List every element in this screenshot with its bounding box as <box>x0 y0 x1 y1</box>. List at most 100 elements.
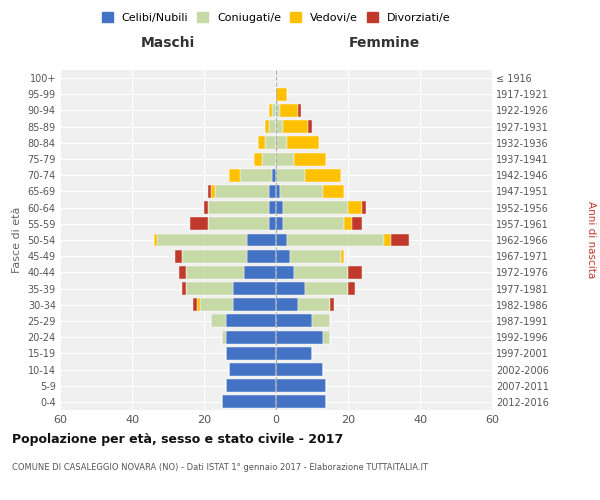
Bar <box>204 201 208 214</box>
Bar <box>215 185 269 198</box>
Bar <box>362 201 366 214</box>
Bar <box>384 234 391 246</box>
Bar <box>298 298 330 311</box>
Bar <box>197 298 200 311</box>
Bar <box>182 250 247 262</box>
Bar <box>276 347 312 360</box>
Bar <box>280 104 298 117</box>
Bar <box>269 201 276 214</box>
Bar <box>182 282 186 295</box>
Bar <box>276 152 294 166</box>
Bar <box>391 234 409 246</box>
Bar <box>330 298 334 311</box>
Bar <box>226 330 276 344</box>
Bar <box>179 266 186 279</box>
Bar <box>294 266 348 279</box>
Bar <box>154 234 157 246</box>
Bar <box>186 266 244 279</box>
Text: Popolazione per età, sesso e stato civile - 2017: Popolazione per età, sesso e stato civil… <box>12 432 343 446</box>
Bar <box>341 250 344 262</box>
Bar <box>247 250 276 262</box>
Bar <box>276 88 287 101</box>
Bar <box>276 314 312 328</box>
Text: COMUNE DI CASALEGGIO NOVARA (NO) - Dati ISTAT 1° gennaio 2017 - Elaborazione TUT: COMUNE DI CASALEGGIO NOVARA (NO) - Dati … <box>12 463 428 472</box>
Bar <box>280 185 323 198</box>
Bar <box>258 136 265 149</box>
Bar <box>287 234 384 246</box>
Bar <box>229 363 276 376</box>
Text: Maschi: Maschi <box>141 36 195 50</box>
Bar <box>208 218 269 230</box>
Bar <box>276 298 298 311</box>
Bar <box>157 234 247 246</box>
Bar <box>222 330 226 344</box>
Bar <box>276 234 287 246</box>
Bar <box>344 218 352 230</box>
Bar <box>290 250 341 262</box>
Text: Femmine: Femmine <box>349 36 419 50</box>
Bar <box>233 298 276 311</box>
Bar <box>308 120 312 133</box>
Bar <box>276 136 287 149</box>
Bar <box>312 314 330 328</box>
Bar <box>265 136 276 149</box>
Bar <box>276 218 283 230</box>
Bar <box>254 152 262 166</box>
Bar <box>298 104 301 117</box>
Bar <box>276 282 305 295</box>
Bar <box>287 136 319 149</box>
Bar <box>244 266 276 279</box>
Bar <box>276 185 280 198</box>
Bar <box>229 169 240 181</box>
Bar <box>305 169 341 181</box>
Bar <box>276 379 326 392</box>
Text: Anni di nascita: Anni di nascita <box>586 202 596 278</box>
Bar <box>208 201 269 214</box>
Bar <box>276 201 283 214</box>
Bar <box>348 266 362 279</box>
Bar <box>305 282 348 295</box>
Legend: Celibi/Nubili, Coniugati/e, Vedovi/e, Divorziati/e: Celibi/Nubili, Coniugati/e, Vedovi/e, Di… <box>97 8 455 28</box>
Bar <box>240 169 272 181</box>
Bar <box>283 218 344 230</box>
Bar <box>200 298 233 311</box>
Bar <box>348 282 355 295</box>
Bar <box>272 104 276 117</box>
Y-axis label: Fasce di età: Fasce di età <box>12 207 22 273</box>
Bar <box>247 234 276 246</box>
Bar <box>276 266 294 279</box>
Bar <box>190 218 208 230</box>
Bar <box>211 185 215 198</box>
Bar <box>226 314 276 328</box>
Bar <box>348 201 362 214</box>
Bar <box>233 282 276 295</box>
Bar <box>352 218 362 230</box>
Bar <box>323 185 344 198</box>
Bar <box>269 218 276 230</box>
Bar <box>294 152 326 166</box>
Bar <box>276 250 290 262</box>
Bar <box>222 396 276 408</box>
Bar <box>283 201 348 214</box>
Bar <box>276 169 305 181</box>
Bar <box>269 120 276 133</box>
Bar <box>269 185 276 198</box>
Bar <box>226 347 276 360</box>
Bar <box>323 330 330 344</box>
Bar <box>283 120 308 133</box>
Bar <box>276 104 280 117</box>
Bar <box>262 152 276 166</box>
Bar <box>211 314 226 328</box>
Bar <box>276 330 323 344</box>
Bar <box>193 298 197 311</box>
Bar <box>269 104 272 117</box>
Bar <box>272 169 276 181</box>
Bar <box>276 120 283 133</box>
Bar <box>175 250 182 262</box>
Bar <box>208 185 211 198</box>
Bar <box>265 120 269 133</box>
Bar <box>276 396 326 408</box>
Bar <box>186 282 233 295</box>
Bar <box>226 379 276 392</box>
Bar <box>276 363 323 376</box>
